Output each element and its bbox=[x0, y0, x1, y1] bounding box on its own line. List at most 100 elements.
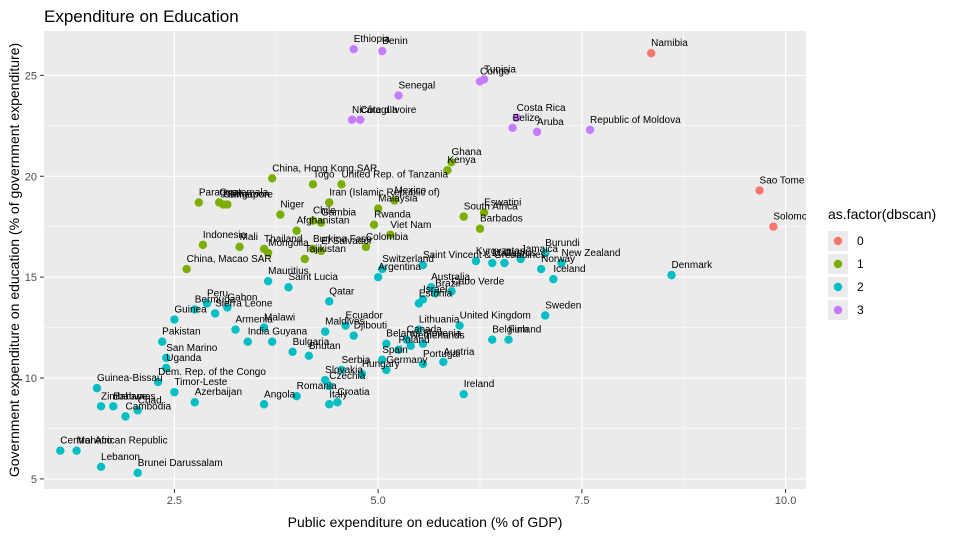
point-label: Norway bbox=[541, 254, 575, 265]
point-label: Niger bbox=[280, 200, 305, 211]
point-label: Argentina bbox=[378, 262, 421, 273]
point-label: Namibia bbox=[651, 38, 688, 49]
point-label: Italy bbox=[329, 389, 347, 400]
point-label: Lebanon bbox=[101, 452, 140, 463]
point-label: Solomon Islands bbox=[773, 212, 847, 223]
data-point bbox=[541, 311, 550, 320]
data-point bbox=[304, 351, 314, 361]
data-point bbox=[170, 315, 179, 324]
point-label: South Africa bbox=[464, 202, 518, 213]
point-label: Djibouti bbox=[354, 321, 387, 332]
data-point bbox=[56, 446, 65, 455]
data-point bbox=[414, 325, 424, 334]
data-point bbox=[190, 398, 199, 407]
data-point bbox=[646, 48, 656, 58]
data-point bbox=[259, 400, 269, 409]
point-label: Ethiopia bbox=[354, 34, 391, 45]
data-point bbox=[320, 327, 330, 336]
y-axis-ticks: 5 10 15 20 25 bbox=[25, 70, 44, 486]
data-point bbox=[194, 198, 204, 207]
data-point bbox=[235, 242, 244, 252]
point-label: Poland bbox=[399, 335, 430, 346]
point-label: Burundi bbox=[545, 238, 579, 249]
point-label: Sao Tome bbox=[760, 175, 805, 186]
data-point bbox=[190, 305, 199, 314]
point-label: Brunei Darussalam bbox=[138, 458, 223, 469]
data-point bbox=[292, 391, 301, 401]
point-label: Canada bbox=[407, 325, 442, 336]
x-axis-title: Public expenditure on education (% of GD… bbox=[288, 514, 563, 530]
point-label: Sweden bbox=[545, 300, 581, 311]
data-point bbox=[459, 389, 468, 399]
data-point bbox=[263, 276, 273, 286]
point-label: Monaco bbox=[77, 436, 113, 447]
point-label: Denmark bbox=[672, 260, 714, 271]
y-axis-title: Government expenditure on education (% o… bbox=[6, 43, 22, 477]
point-label: Ireland bbox=[464, 379, 495, 390]
point-label: Armenia bbox=[236, 315, 274, 326]
data-point bbox=[243, 337, 252, 346]
data-point bbox=[475, 77, 485, 86]
point-label: Chile bbox=[313, 206, 336, 217]
data-point bbox=[430, 289, 440, 298]
point-label: Nicaragua bbox=[352, 105, 398, 116]
point-label: Ecuador bbox=[346, 311, 384, 322]
data-point bbox=[390, 196, 399, 205]
point-label: Republic of Moldova bbox=[590, 115, 681, 126]
data-point bbox=[325, 297, 334, 306]
point-label: Saint Lucia bbox=[288, 272, 338, 283]
data-point bbox=[394, 91, 403, 100]
data-point bbox=[475, 224, 485, 233]
y-tick-label: 15 bbox=[25, 272, 37, 284]
grid bbox=[44, 31, 806, 489]
data-point bbox=[333, 398, 342, 407]
point-label: Australia bbox=[431, 272, 470, 283]
point-label: El Salvador bbox=[321, 236, 373, 247]
data-point bbox=[316, 246, 326, 256]
data-point bbox=[357, 369, 367, 379]
data-point bbox=[406, 341, 415, 350]
data-point bbox=[471, 256, 481, 266]
data-point bbox=[96, 462, 106, 472]
point-label: India bbox=[248, 327, 270, 338]
data-point bbox=[667, 270, 676, 280]
data-point bbox=[426, 283, 436, 292]
data-point bbox=[402, 335, 411, 344]
point-label: Cyprus bbox=[504, 248, 536, 259]
data-point bbox=[447, 287, 456, 296]
data-point bbox=[378, 355, 387, 365]
data-point bbox=[337, 365, 346, 375]
point-label: Czechia bbox=[329, 371, 366, 382]
point-label: Afghanistan bbox=[297, 216, 350, 227]
point-label: Angola bbox=[264, 389, 296, 400]
data-point bbox=[157, 337, 167, 346]
data-point bbox=[447, 157, 456, 167]
point-label: Cameroon bbox=[223, 190, 270, 201]
point-label: Belarus bbox=[386, 329, 420, 340]
data-point bbox=[382, 365, 391, 375]
point-label: Maldives bbox=[325, 317, 364, 328]
point-label: Israel bbox=[423, 284, 447, 295]
chart-title: Expenditure on Education bbox=[44, 7, 239, 26]
data-point bbox=[231, 325, 240, 334]
x-axis-ticks: 2.5 5.0 7.5 10.0 bbox=[167, 489, 796, 507]
point-label: Dem. Rep. of the Congo bbox=[158, 367, 266, 378]
point-label: Iceland bbox=[553, 264, 585, 275]
point-label: Singapore bbox=[227, 190, 273, 201]
point-label: Belgium bbox=[492, 325, 528, 336]
point-label: Estonia bbox=[419, 288, 453, 299]
data-point bbox=[549, 274, 558, 284]
data-point bbox=[300, 254, 309, 264]
plot-panel bbox=[44, 31, 806, 489]
point-label: Lithuania bbox=[419, 315, 460, 326]
data-point bbox=[479, 208, 489, 217]
point-label: Malaysia bbox=[378, 194, 418, 205]
data-point bbox=[210, 309, 220, 318]
data-points bbox=[56, 44, 778, 478]
data-point bbox=[223, 303, 232, 312]
point-label: Mexico bbox=[394, 185, 426, 196]
data-point bbox=[267, 174, 277, 183]
point-label: Barbados bbox=[480, 214, 523, 225]
point-label: Austria bbox=[443, 347, 475, 358]
point-label: Gambia bbox=[321, 208, 356, 219]
